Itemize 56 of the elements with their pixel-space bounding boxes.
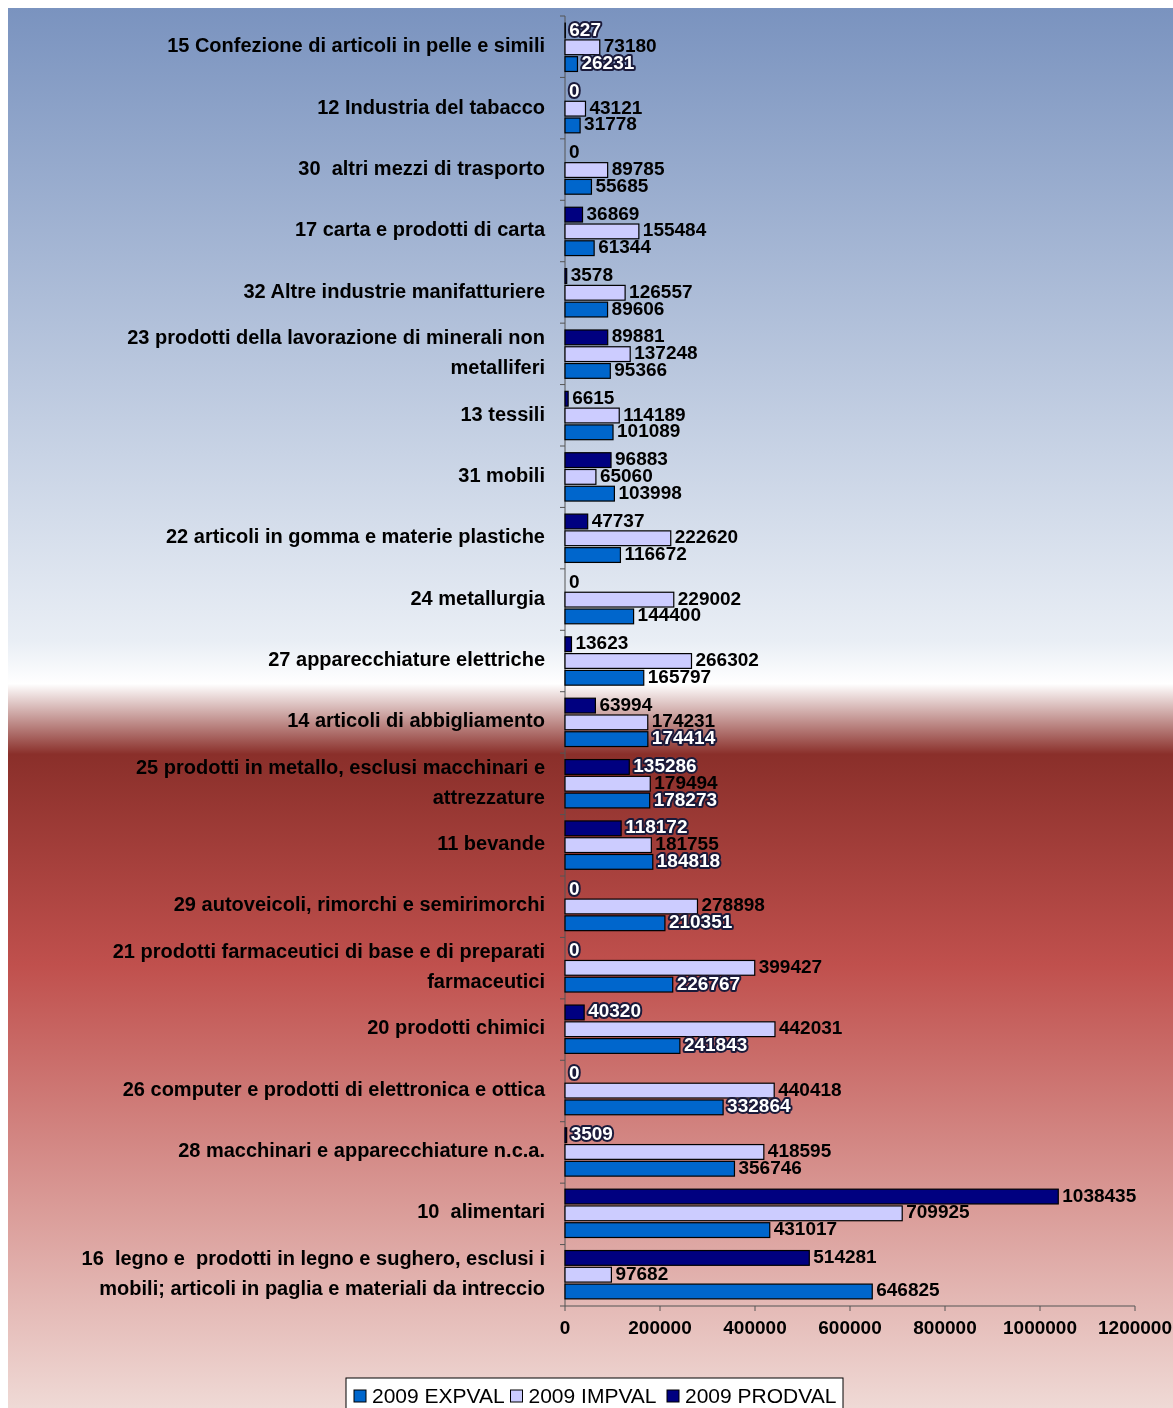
y-tick-label: 27 apparecchiature elettriche bbox=[268, 648, 545, 671]
data-label: 514281 bbox=[813, 1245, 878, 1267]
y-tick-label: 20 prodotti chimici bbox=[367, 1016, 545, 1039]
data-label: 399427 bbox=[758, 955, 823, 977]
legend-label: 2009 IMPVAL bbox=[528, 1383, 657, 1407]
y-tick-label: 12 Industria del tabacco bbox=[317, 95, 545, 118]
y-tick-label: 11 bevande bbox=[437, 832, 545, 855]
x-tick-label: 600000 bbox=[818, 1317, 882, 1338]
x-tick-label: 800000 bbox=[913, 1317, 977, 1338]
y-tick-label: 23 prodotti della lavorazione di minerali non metalliferi bbox=[127, 326, 545, 379]
y-tick-label: 31 mobili bbox=[458, 464, 545, 487]
data-label: 63994 bbox=[599, 693, 653, 715]
y-tick-label: 32 Altre industrie manifatturiere bbox=[243, 280, 545, 303]
y-tick-label: 17 carta e prodotti di carta bbox=[294, 218, 546, 241]
y-tick-label: 25 prodotti in metallo, esclusi macchinari e attrezzature bbox=[135, 756, 545, 809]
y-tick-label: 10 alimentari bbox=[417, 1200, 545, 1223]
data-label: 226767 bbox=[676, 972, 741, 994]
data-label: 13623 bbox=[575, 632, 629, 654]
data-label: 0 bbox=[569, 1061, 580, 1083]
x-tick-label: 0 bbox=[559, 1317, 571, 1338]
data-label: 0 bbox=[569, 570, 580, 592]
data-label: 3578 bbox=[570, 264, 613, 286]
x-tick-label: 1200000 bbox=[1098, 1317, 1172, 1338]
data-label: 442031 bbox=[778, 1017, 843, 1039]
x-tick-label: 1000000 bbox=[1003, 1317, 1077, 1338]
data-label: 47737 bbox=[591, 509, 645, 531]
data-label: 0 bbox=[569, 141, 580, 163]
x-tick-label: 200000 bbox=[628, 1317, 692, 1338]
data-label: 3509 bbox=[570, 1123, 613, 1145]
y-tick-label: 22 articoli in gomma e materie plastiche bbox=[165, 525, 545, 548]
y-tick-label: 21 prodotti farmaceutici di base e di preparati farmaceutici bbox=[112, 940, 545, 993]
y-tick-label: 15 Confezione di articoli in pelle e simili bbox=[167, 34, 545, 57]
data-label: 0 bbox=[569, 79, 580, 101]
legend-label: 2009 PRODVAL bbox=[685, 1383, 837, 1407]
data-label: 709925 bbox=[906, 1201, 971, 1223]
data-label: 646825 bbox=[876, 1279, 941, 1301]
data-label: 241843 bbox=[683, 1034, 748, 1056]
y-tick-label: 16 legno e prodotti in legno e sughero, esclusi i mobili; articoli in paglia e materiali da intreccio bbox=[81, 1246, 545, 1299]
data-label: 97682 bbox=[615, 1262, 669, 1284]
data-label: 1038435 bbox=[1062, 1184, 1137, 1206]
y-tick-label: 24 metallurgia bbox=[410, 586, 546, 609]
data-label: 0 bbox=[569, 939, 580, 961]
legend-label: 2009 EXPVAL bbox=[372, 1383, 505, 1407]
data-label: 627 bbox=[569, 18, 601, 40]
data-label: 431017 bbox=[773, 1218, 838, 1240]
data-label: 0 bbox=[569, 877, 580, 899]
data-label: 6615 bbox=[572, 386, 615, 408]
data-label: 36869 bbox=[586, 202, 640, 224]
y-tick-label: 26 computer e prodotti di elettronica e ottica bbox=[122, 1077, 546, 1100]
y-tick-label: 29 autoveicoli, rimorchi e semirimorchi bbox=[173, 893, 545, 916]
y-tick-label: 13 tessili bbox=[460, 402, 545, 425]
y-tick-label: 28 macchinari e apparecchiature n.c.a. bbox=[178, 1139, 545, 1162]
data-label: 40320 bbox=[588, 1000, 641, 1022]
y-tick-label: 30 altri mezzi di trasporto bbox=[298, 157, 545, 180]
x-tick-label: 400000 bbox=[723, 1317, 787, 1338]
y-tick-label: 14 articoli di abbigliamento bbox=[287, 709, 545, 732]
